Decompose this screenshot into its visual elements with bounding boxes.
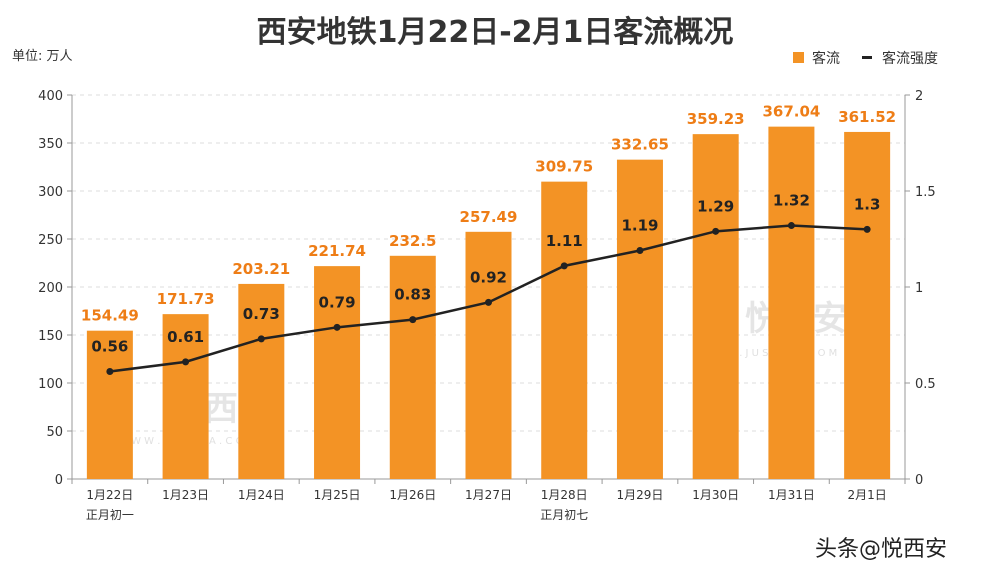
unit-label: 单位: 万人 [12,49,73,64]
line-point [485,298,492,306]
x-sublabel: 正月初七 [540,508,588,522]
line-point [560,262,568,270]
line-point [333,323,341,331]
bar-label: 203.21 [232,260,290,278]
line-label: 1.11 [546,232,583,250]
line-label: 0.56 [91,337,128,355]
line-label: 1.19 [621,217,658,235]
bar [389,255,436,479]
bar [616,159,663,479]
line-label: 1.3 [854,195,881,213]
x-tick-label: 1月29日 [617,488,664,502]
bar [314,266,361,479]
footer-watermark: 头条@悦西安 [815,537,947,562]
line-label: 0.92 [470,268,507,286]
y-tick-label: 250 [38,233,63,248]
y-tick-label: 300 [38,185,63,200]
x-tick-label: 1月22日 [86,488,133,502]
bar-label: 309.75 [535,158,593,176]
legend-line-swatch [862,56,872,59]
legend-line-label: 客流强度 [882,50,938,67]
x-tick-label: 1月30日 [692,488,739,502]
bar-label: 171.73 [157,290,215,308]
y-tick-label: 100 [38,377,63,392]
bar-label: 359.23 [687,110,745,128]
y-tick-label: 50 [46,425,63,440]
line-point [182,358,190,366]
x-tick-label: 1月26日 [389,488,436,502]
bar-label: 221.74 [308,242,366,260]
line-point [257,335,265,343]
line-point [787,222,795,230]
bar-label: 367.04 [762,103,820,121]
x-tick-label: 2月1日 [847,488,886,502]
bar [238,283,285,479]
y2-tick-label: 2 [915,89,923,104]
y2-tick-label: 0 [915,473,923,488]
line-label: 0.61 [167,328,204,346]
x-tick-label: 1月23日 [162,488,209,502]
y-tick-label: 400 [38,89,63,104]
chart-title: 西安地铁1月22日-2月1日客流概况 [257,15,734,50]
line-label: 0.73 [243,305,280,323]
x-tick-label: 1月28日 [541,488,588,502]
line-label: 0.79 [319,293,356,311]
bar [465,231,512,479]
legend-bar-swatch [793,52,804,63]
bar [844,131,891,479]
bar [541,181,588,479]
x-tick-label: 1月25日 [314,488,361,502]
y-tick-label: 150 [38,329,63,344]
bar-label: 257.49 [460,208,518,226]
x-tick-label: 1月24日 [238,488,285,502]
bar [86,330,133,479]
legend-bar-label: 客流 [812,50,840,67]
line-point [106,367,114,375]
bar [692,134,739,479]
bar [162,314,209,479]
y-tick-label: 200 [38,281,63,296]
x-tick-label: 1月31日 [768,488,815,502]
y-tick-label: 350 [38,137,63,152]
bar [768,126,815,479]
line-label: 1.29 [697,197,734,215]
line-point [863,225,871,233]
bar-label: 154.49 [81,307,139,325]
line-label: 1.32 [773,192,810,210]
y2-tick-label: 1.5 [915,185,936,200]
line-point [712,227,720,235]
line-point [636,247,644,255]
y-tick-label: 0 [55,473,63,488]
x-sublabel: 正月初一 [86,508,134,522]
line-label: 0.83 [394,286,431,304]
bar-label: 332.65 [611,136,669,154]
y2-tick-label: 1 [915,281,923,296]
bar-label: 361.52 [838,108,896,126]
x-tick-label: 1月27日 [465,488,512,502]
bar-label: 232.5 [389,232,436,250]
y2-tick-label: 0.5 [915,377,936,392]
line-point [409,316,417,324]
